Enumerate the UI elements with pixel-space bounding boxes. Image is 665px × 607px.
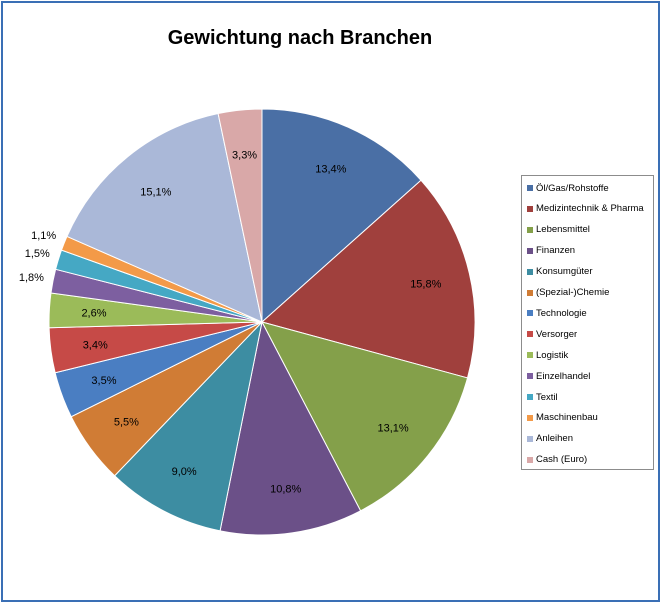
legend-label: Logistik	[536, 349, 569, 361]
legend-swatch	[527, 352, 533, 359]
legend-item: Versorger	[527, 327, 577, 341]
legend-label: Textil	[536, 391, 558, 403]
slice-data-label: 13,4%	[315, 163, 346, 175]
slice-data-label: 3,5%	[91, 375, 116, 387]
chart-title: Gewichtung nach Branchen	[167, 27, 433, 49]
legend-label: (Spezial-)Chemie	[536, 287, 610, 298]
slice-data-label: 3,4%	[83, 339, 108, 351]
legend-item: (Spezial-)Chemie	[527, 286, 609, 300]
slice-data-label: 5,5%	[114, 417, 139, 429]
legend-swatch	[527, 310, 533, 317]
legend-item: Cash (Euro)	[527, 453, 587, 467]
slice-data-label: 9,0%	[172, 466, 197, 478]
pie-slice	[217, 108, 263, 323]
legend-item: Einzelhandel	[527, 369, 590, 383]
legend-item: Textil	[527, 390, 558, 404]
slice-data-label: 10,8%	[270, 484, 301, 496]
slice-data-label: 13,1%	[377, 423, 408, 435]
legend-swatch	[527, 247, 533, 254]
legend-item: Lebensmittel	[527, 223, 590, 237]
slice-data-label: 15,8%	[410, 278, 441, 290]
legend-swatch	[527, 205, 533, 212]
legend-label: Medizintechnik & Pharma	[536, 203, 644, 215]
legend-swatch	[527, 414, 533, 421]
legend-item: Finanzen	[527, 244, 575, 258]
slice-data-label: 3,3%	[232, 150, 257, 162]
slice-data-label: 1,5%	[25, 248, 50, 260]
legend-swatch	[527, 185, 533, 191]
legend-item: Maschinenbau	[527, 411, 598, 425]
legend-label: Anleihen	[536, 433, 573, 445]
legend-label: Versorger	[536, 328, 578, 340]
legend-item: Anleihen	[527, 432, 573, 446]
slice-data-label: 1,8%	[19, 272, 44, 284]
slice-data-label: 2,6%	[81, 308, 106, 320]
slice-data-label: 15,1%	[140, 186, 171, 198]
pie-slice	[113, 320, 263, 532]
pie-slice	[66, 112, 263, 323]
legend-swatch	[527, 435, 533, 442]
legend-swatch	[527, 456, 533, 463]
pie-slice	[261, 108, 422, 324]
legend-swatch	[527, 373, 533, 380]
pie-slice	[219, 320, 362, 536]
legend-label: Konsumgüter	[536, 266, 593, 278]
legend-swatch	[527, 289, 533, 296]
legend-swatch	[527, 268, 533, 275]
legend-item: Konsumgüter	[527, 265, 593, 279]
legend-label: Öl/Gas/Rohstoffe	[536, 182, 609, 194]
legend-label: Cash (Euro)	[536, 454, 588, 466]
legend-item: Technologie	[527, 306, 587, 320]
legend-item: Medizintechnik & Pharma	[527, 202, 644, 216]
legend-swatch	[527, 226, 533, 233]
legend-swatch	[527, 394, 533, 400]
chart-legend: Öl/Gas/Rohstoffe Medizintechnik & Pharma L…	[521, 175, 654, 470]
legend-label: Einzelhandel	[536, 370, 591, 382]
legend-item: Logistik	[527, 348, 568, 362]
pie-slice	[261, 321, 469, 512]
legend-label: Maschinenbau	[536, 412, 598, 424]
legend-label: Finanzen	[536, 245, 576, 257]
pie-slice	[260, 179, 476, 379]
legend-item: Öl/Gas/Rohstoffe	[527, 181, 609, 195]
legend-swatch	[527, 331, 533, 338]
legend-label: Lebensmittel	[536, 224, 590, 236]
legend-label: Technologie	[536, 307, 587, 319]
slice-data-label: 1,1%	[31, 230, 56, 242]
